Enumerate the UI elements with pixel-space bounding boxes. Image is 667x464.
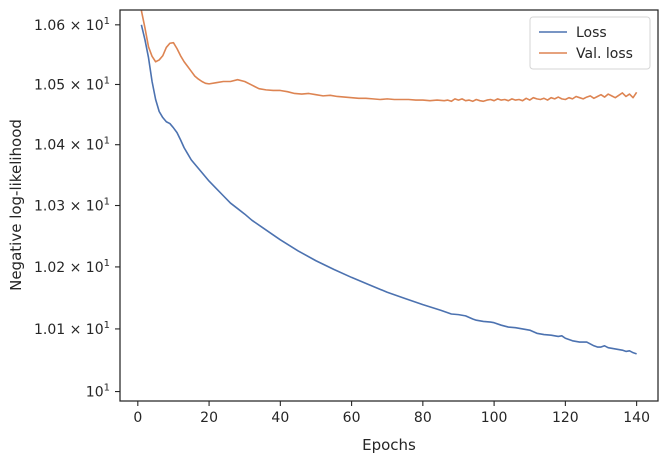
- series-line-2: [140, 10, 638, 103]
- y-tick-label: 101: [86, 383, 110, 401]
- series-layer: [140, 10, 638, 355]
- x-tick-label: 100: [481, 410, 508, 426]
- y-tick-label: 1.05 × 101: [34, 75, 110, 93]
- x-tick-label: 80: [414, 410, 432, 426]
- y-tick-label: 1.06 × 101: [34, 16, 110, 34]
- series-line-1: [140, 24, 637, 355]
- y-tick-label: 1.02 × 101: [34, 258, 110, 276]
- y-tick-label: 1.03 × 101: [34, 197, 110, 215]
- legend-label-2: Val. loss: [576, 46, 633, 62]
- legend-label-1: Loss: [576, 25, 607, 41]
- y-axis-title: Negative log-likelihood: [7, 119, 25, 291]
- x-tick-label: 120: [552, 410, 579, 426]
- legend-box: [529, 16, 651, 70]
- x-tick-label: 140: [623, 410, 650, 426]
- x-axis-title: Epochs: [362, 436, 416, 454]
- legend: Loss Val. loss: [529, 16, 651, 70]
- x-tick-label: 60: [343, 410, 361, 426]
- x-axis: 0 20 40 60 80 100 120 140: [133, 401, 650, 426]
- x-tick-label: 0: [133, 410, 142, 426]
- y-tick-label: 1.01 × 101: [34, 320, 110, 338]
- x-tick-label: 20: [200, 410, 218, 426]
- x-tick-label: 40: [271, 410, 289, 426]
- y-tick-label: 1.04 × 101: [34, 136, 110, 154]
- y-axis: 101 1.01 × 101 1.02 × 101 1.03 × 101 1.04 × …: [34, 16, 120, 401]
